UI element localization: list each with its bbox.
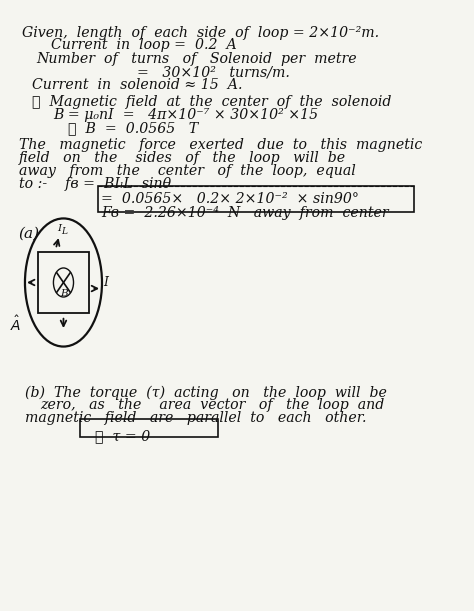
Text: =   30×10²   turns/m.: = 30×10² turns/m. <box>137 65 290 79</box>
Text: field   on   the    sides   of   the   loop   will  be: field on the sides of the loop will be <box>18 151 346 165</box>
Text: to :-    fв =  BIₗL  sinθ: to :- fв = BIₗL sinθ <box>18 177 171 191</box>
Text: Current  in  loop =  0.2  A: Current in loop = 0.2 A <box>51 38 237 53</box>
Text: $\hat{A}$: $\hat{A}$ <box>10 315 22 334</box>
Bar <box>98 186 414 211</box>
Bar <box>37 252 90 313</box>
Text: L: L <box>62 227 67 236</box>
Text: (b)  The  torque  (τ)  acting   on   the  loop  will  be: (b) The torque (τ) acting on the loop wi… <box>25 386 386 400</box>
Text: ∴  B  =  0.0565   T: ∴ B = 0.0565 T <box>68 122 198 136</box>
Bar <box>80 419 219 437</box>
Text: (a): (a) <box>18 227 40 241</box>
Text: ∴  τ = 0: ∴ τ = 0 <box>95 430 150 444</box>
Text: B: B <box>61 288 68 298</box>
Text: away   from   the    center   of  the  loop,  equal: away from the center of the loop, equal <box>18 164 356 178</box>
Text: =  0.0565×   0.2× 2×10⁻²  × sin90°: = 0.0565× 0.2× 2×10⁻² × sin90° <box>101 192 359 206</box>
Text: Current  in  solenoid ≈ 15  A.: Current in solenoid ≈ 15 A. <box>32 78 243 92</box>
Text: Number  of   turns   of   Solenoid  per  metre: Number of turns of Solenoid per metre <box>36 53 357 67</box>
Text: The   magnetic   force   exerted   due  to   this  magnetic: The magnetic force exerted due to this m… <box>18 139 422 152</box>
Text: magnetic   field   are   parallel  to   each   other.: magnetic field are parallel to each othe… <box>25 411 366 425</box>
Text: zero,   as   the    area  vector   of   the  loop  and: zero, as the area vector of the loop and <box>40 398 385 412</box>
Text: I: I <box>103 276 108 288</box>
Text: B = μ₀nI  =   4π×10⁻⁷ × 30×10² ×15: B = μ₀nI = 4π×10⁻⁷ × 30×10² ×15 <box>53 108 318 122</box>
Text: Given,  length  of  each  side  of  loop = 2×10⁻²m.: Given, length of each side of loop = 2×1… <box>22 26 379 40</box>
Text: ∴  Magnetic  field  at  the  center  of  the  solenoid: ∴ Magnetic field at the center of the so… <box>32 95 392 109</box>
Text: Fв =  2.26×10⁻⁴  N   away  from  center: Fв = 2.26×10⁻⁴ N away from center <box>101 206 389 220</box>
Text: I: I <box>57 224 61 233</box>
